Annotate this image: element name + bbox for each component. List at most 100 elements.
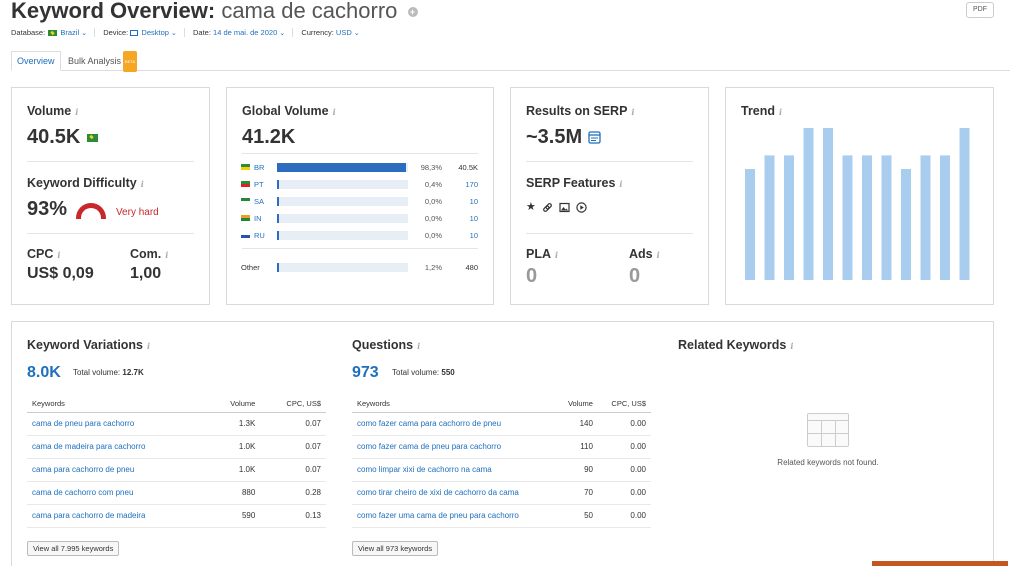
global-volume-card: Global Volume i 41.2K BR 98,3% 40.5K PT 0,4% 1… [226,87,494,305]
share-volume[interactable]: 10 [469,231,478,240]
questions-count[interactable]: 973 [352,364,379,381]
share-percent: 0,0% [424,197,442,206]
difficulty-value-row: 93% Very hard [27,198,159,221]
trend-bar[interactable] [940,155,950,280]
empty-table-icon [807,413,849,447]
keyword-link[interactable]: cama de madeira para cachorro [27,435,209,459]
difficulty-label: Keyword Difficulty i [27,176,144,190]
tab-overview[interactable]: Overview [11,51,61,71]
trend-bar[interactable] [920,155,931,280]
chevron-down-icon: ⌄ [81,30,88,37]
trend-bar[interactable] [764,155,775,280]
col-keywords[interactable]: Keywords [27,395,209,413]
trend-card: Trend i [725,87,994,305]
country-code[interactable]: SA [254,197,265,206]
keyword-link[interactable]: como fazer cama de pneu para cachorro [352,435,557,459]
add-plus-icon[interactable]: + [407,7,418,18]
variations-count[interactable]: 8.0K [27,364,61,381]
info-icon[interactable]: i [75,107,79,117]
cpc-cell: 0.00 [597,412,651,436]
country-code[interactable]: RU [254,231,265,240]
share-bar-fill [277,197,279,206]
col-volume[interactable]: Volume [208,395,261,413]
trend-bar[interactable] [842,155,853,280]
volume-cell: 110 [556,435,598,459]
volume-card: Volume i 40.5K Keyword Difficulty i 93% Ve… [11,87,210,305]
country-code[interactable]: PT [254,180,264,189]
star-icon[interactable]: ★ [526,201,536,213]
share-volume[interactable]: 10 [469,214,478,223]
trend-bar[interactable] [784,155,794,280]
trend-bar[interactable] [862,155,872,280]
keyword-link[interactable]: como limpar xixi de cachorro na cama [352,458,557,482]
variations-title: Keyword Variations i [27,338,151,352]
brazil-flag-icon [48,30,58,37]
share-bar-track [277,263,408,272]
col-volume[interactable]: Volume [556,395,598,413]
share-bar-fill [277,214,279,223]
date-filter[interactable]: Date: 14 de mai. de 2020 ⌄ [193,28,294,37]
volume-cell: 50 [556,504,598,528]
col-cpc[interactable]: CPC, US$ [260,395,326,413]
trend-bar[interactable] [959,128,970,280]
keyword-link[interactable]: como fazer uma cama de pneu para cachorr… [352,504,557,528]
trend-bar[interactable] [803,128,814,280]
view-all-variations-button[interactable]: View all 7.995 keywords [27,541,120,556]
divider [27,161,194,162]
keyword-link[interactable]: cama para cachorro de madeira [27,504,209,528]
keyword-link[interactable]: cama de cachorro com pneu [27,481,209,505]
info-icon[interactable]: i [656,250,660,260]
trend-label: Trend i [741,104,783,118]
keyword-link[interactable]: como tirar cheiro de xixi de cachorro da… [352,481,557,505]
col-keywords[interactable]: Keywords [352,395,557,413]
results-value-row: ~3.5M [526,126,601,149]
cpc-cell: 0.28 [260,481,326,505]
view-all-questions-button[interactable]: View all 973 keywords [352,541,439,556]
video-icon[interactable] [576,201,587,213]
keyword-link[interactable]: como fazer cama para cachorro de pneu [352,412,557,436]
info-icon[interactable]: i [555,250,559,260]
share-bar-track [277,180,408,189]
info-icon[interactable]: i [140,179,144,189]
brazil-flag-icon [86,133,98,142]
info-icon[interactable]: i [57,250,61,260]
ads-value: 0 [629,265,641,287]
desktop-icon [130,30,139,37]
trend-bar[interactable] [881,155,892,280]
keyword-link[interactable]: cama para cachorro de pneu [27,458,209,482]
trend-bar[interactable] [745,169,755,280]
table-row: como tirar cheiro de xixi de cachorro da… [352,481,651,505]
page-title: Keyword Overview: cama de cachorro + [11,0,418,24]
currency-filter[interactable]: Currency: USD ⌄ [301,28,360,37]
info-icon[interactable]: i [790,341,794,351]
device-filter[interactable]: Device: Desktop ⌄ [103,28,185,37]
trend-bar[interactable] [823,128,833,280]
info-icon[interactable]: i [332,107,336,117]
keyword-link[interactable]: cama de pneu para cachorro [27,412,209,436]
trend-bar[interactable] [901,169,911,280]
info-icon[interactable]: i [147,341,151,351]
country-code[interactable]: BR [254,163,265,172]
link-icon[interactable] [542,202,553,213]
title-prefix: Keyword Overview: [11,0,216,23]
divider [242,153,478,154]
table-row: cama para cachorro de madeira 590 0.13 [27,504,326,528]
pdf-export-button[interactable]: PDF [966,2,994,18]
serp-page-icon[interactable] [588,131,601,144]
feedback-bar[interactable] [872,561,1008,566]
share-volume[interactable]: 170 [465,180,478,189]
share-bar-track [277,197,408,206]
info-icon[interactable]: i [619,179,623,189]
image-icon[interactable] [559,202,570,213]
col-cpc[interactable]: CPC, US$ [597,395,651,413]
info-icon[interactable]: i [779,107,783,117]
share-volume[interactable]: 10 [469,197,478,206]
database-filter[interactable]: Database: Brazil ⌄ [11,28,96,37]
info-icon[interactable]: i [631,107,635,117]
info-icon[interactable]: i [417,341,421,351]
tab-bulk-analysis[interactable]: Bulk Analysis BETA [63,51,142,72]
info-icon[interactable]: i [165,250,169,260]
volume-value: 40.5K [27,126,99,149]
country-code[interactable]: IN [254,214,262,223]
volume-cell: 1.0K [208,458,261,482]
